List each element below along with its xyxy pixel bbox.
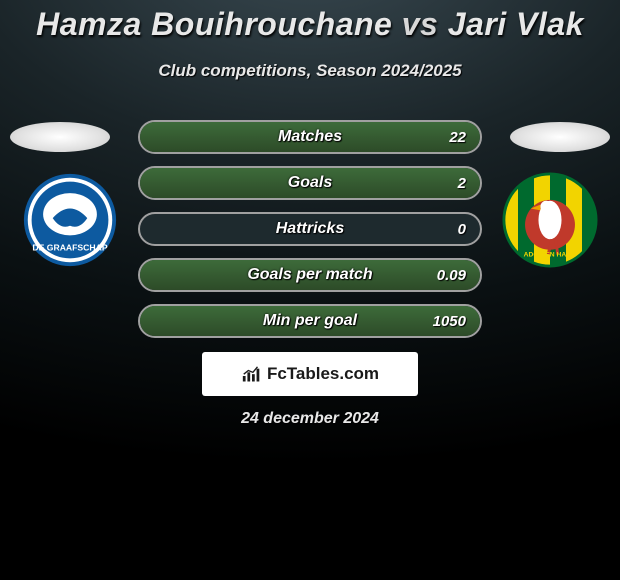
player2-avatar-placeholder (510, 122, 610, 152)
stat-label: Goals per match (247, 266, 372, 284)
date-label: 24 december 2024 (0, 410, 620, 428)
title-player2: Jari Vlak (448, 6, 584, 42)
stat-value-right: 22 (449, 122, 466, 152)
stat-row: Hattricks 0 (138, 212, 482, 246)
stats-table: Matches 22 Goals 2 Hattricks 0 Goals per match… (138, 120, 482, 350)
stat-row: Min per goal 1050 (138, 304, 482, 338)
player1-avatar-placeholder (10, 122, 110, 152)
stat-label: Hattricks (276, 220, 344, 238)
stat-value-right: 0 (458, 214, 466, 244)
stat-row: Matches 22 (138, 120, 482, 154)
stat-value-right: 1050 (433, 306, 466, 336)
subtitle: Club competitions, Season 2024/2025 (0, 61, 620, 81)
branding-text: FcTables.com (267, 364, 379, 384)
stat-row: Goals per match 0.09 (138, 258, 482, 292)
club-badge-right: ADO DEN HAAG (502, 172, 598, 268)
title-vs: vs (402, 6, 439, 42)
branding-box: FcTables.com (202, 352, 418, 396)
title-player1: Hamza Bouihrouchane (36, 6, 392, 42)
page-title: Hamza Bouihrouchane vs Jari Vlak (0, 6, 620, 43)
branding-com: .com (339, 364, 379, 383)
stat-value-right: 0.09 (437, 260, 466, 290)
stat-row: Goals 2 (138, 166, 482, 200)
main-content: Hamza Bouihrouchane vs Jari Vlak Club co… (0, 0, 620, 81)
stat-label: Goals (288, 174, 332, 192)
stat-value-right: 2 (458, 168, 466, 198)
club-badge-left: DE GRAAFSCHAP (22, 172, 118, 268)
svg-text:DE GRAAFSCHAP: DE GRAAFSCHAP (32, 243, 107, 253)
svg-text:ADO DEN HAAG: ADO DEN HAAG (524, 251, 577, 258)
stat-label: Matches (278, 128, 342, 146)
branding-fc: Fc (267, 364, 287, 383)
branding-chart-icon (241, 365, 263, 383)
stat-label: Min per goal (263, 312, 357, 330)
branding-tables: Tables (287, 364, 340, 383)
